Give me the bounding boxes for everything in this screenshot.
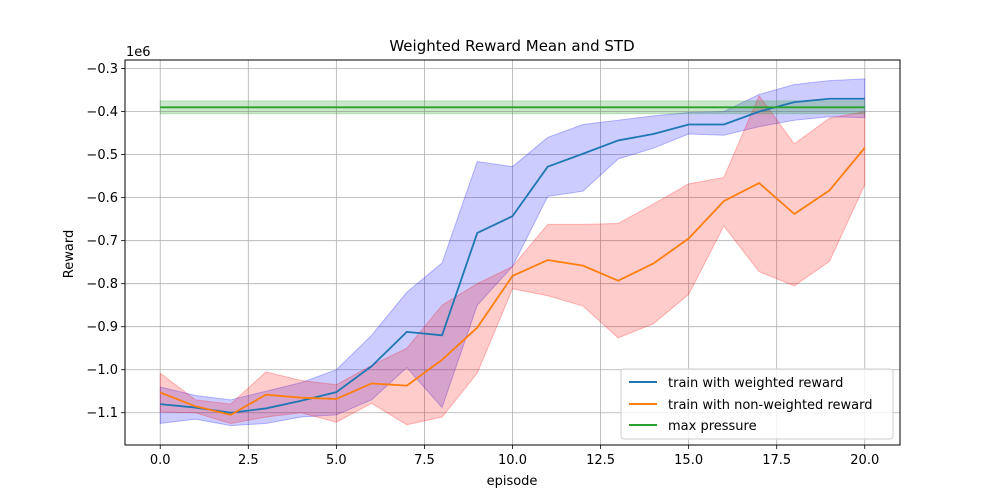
- chart-title: Weighted Reward Mean and STD: [389, 37, 634, 55]
- x-tick-label: 20.0: [850, 453, 879, 468]
- x-tick-label: 15.0: [674, 453, 703, 468]
- y-tick-label: −0.5: [86, 148, 118, 163]
- x-tick-label: 7.5: [414, 453, 435, 468]
- y-tick-label: −0.7: [86, 234, 118, 249]
- x-tick-label: 0.0: [150, 453, 171, 468]
- y-offset-text: 1e6: [126, 45, 151, 60]
- x-tick-label: 12.5: [586, 453, 615, 468]
- std-band-non-weighted: [159, 94, 866, 426]
- x-axis-label: episode: [487, 474, 538, 489]
- series-lines: [159, 97, 866, 416]
- y-tick-label: −1.1: [86, 406, 118, 421]
- x-tick-label: 10.0: [498, 453, 527, 468]
- legend-box: [620, 368, 894, 440]
- y-tick-label: −0.4: [86, 105, 118, 120]
- series-line-weighted: [160, 97, 865, 414]
- y-tick-label: −0.8: [86, 277, 118, 292]
- legend-label-non-weighted: train with non-weighted reward: [668, 398, 872, 413]
- x-tick-label: 2.5: [238, 453, 259, 468]
- std-band-weighted: [159, 78, 866, 427]
- y-ticks: −1.1 −1.0 −0.9 −0.8 −0.7 −0.6 −0.5 −0.4 −0.3: [86, 62, 125, 421]
- legend-label-max-pressure: max pressure: [668, 419, 757, 434]
- x-tick-label: 17.5: [762, 453, 791, 468]
- x-tick-label: 5.0: [326, 453, 347, 468]
- legend-label-weighted: train with weighted reward: [668, 376, 843, 391]
- y-tick-label: −0.6: [86, 191, 118, 206]
- x-ticks: 0.0 2.5 5.0 7.5 10.0 12.5 15.0 17.5 20.0: [150, 445, 879, 468]
- y-tick-label: −0.9: [86, 320, 118, 335]
- legend: train with weighted reward train with no…: [620, 368, 894, 440]
- series-line-non-weighted: [159, 147, 866, 416]
- y-axis-label: Reward: [62, 230, 77, 278]
- y-tick-label: −1.0: [86, 363, 118, 378]
- y-tick-label: −0.3: [86, 62, 118, 77]
